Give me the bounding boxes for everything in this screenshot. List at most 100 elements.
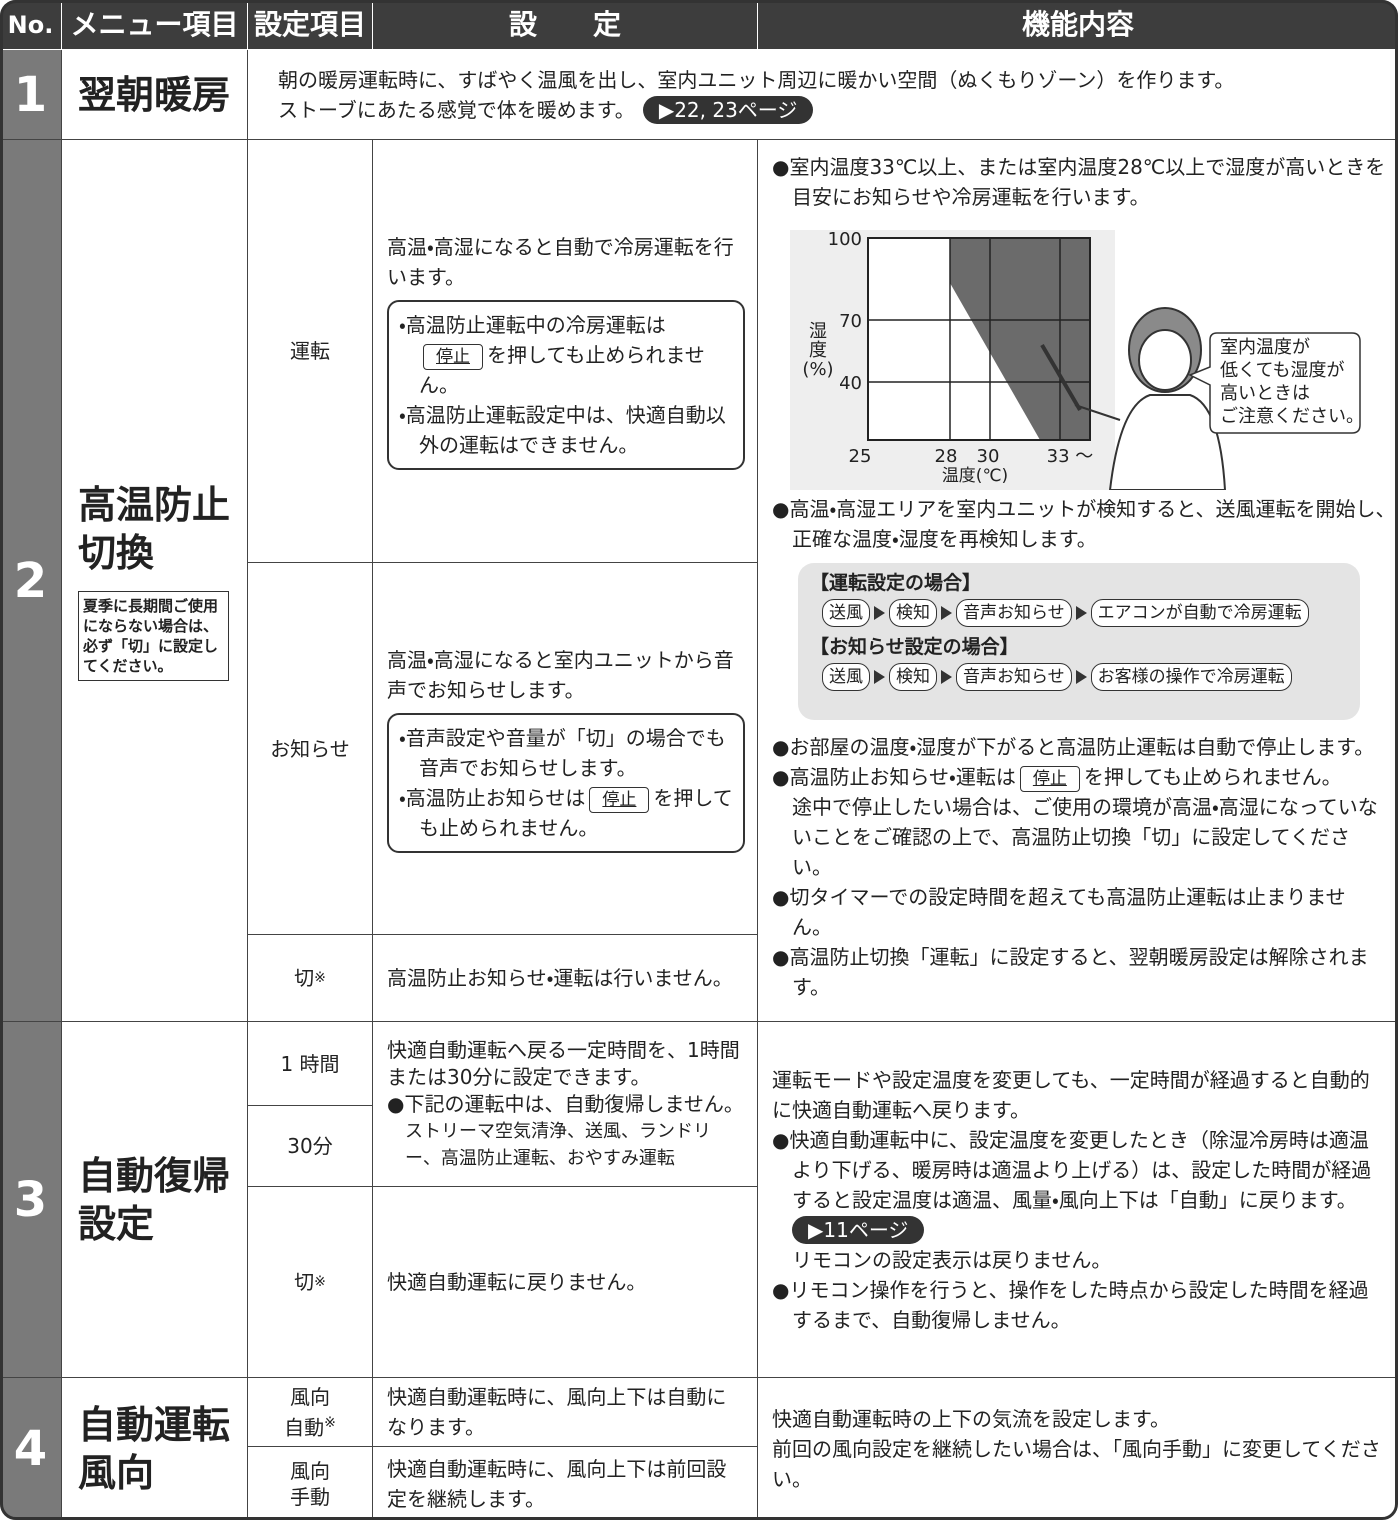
text: を押しても止められません。 bbox=[419, 785, 733, 840]
menu-item: 高温防止 切換 夏季に長期間ご使用にならない場合は、必ず「切」に設定してください… bbox=[62, 140, 248, 1022]
y-tick-label: 100 bbox=[828, 229, 862, 250]
row-number: 3 bbox=[0, 1022, 62, 1378]
function-cell: ●室内温度33℃以上、または室内温度28℃以上で湿度が高いときを目安にお知らせや… bbox=[758, 140, 1398, 1022]
grid bbox=[868, 238, 1090, 440]
caution: ・高温防止運転設定中は、快適自動以外の運転はできません。 bbox=[399, 403, 726, 457]
menu-line: 自動運転 bbox=[78, 1403, 231, 1447]
menu-item: 自動復帰 設定 bbox=[62, 1022, 248, 1378]
flow-box: 【運転設定の場合】 送風 検知 音声お知らせ エアコンが自動で冷房運転 【お知ら… bbox=[798, 563, 1360, 720]
header-cell: 機能内容 bbox=[758, 0, 1398, 50]
text: 切 bbox=[294, 966, 315, 990]
presenter bbox=[1074, 307, 1227, 490]
note: ●高温防止お知らせ・運転は 停止 を押しても止められません。 bbox=[772, 762, 1384, 792]
x-tick-label: 28 bbox=[935, 446, 958, 467]
menu-line: 風向 bbox=[78, 1451, 155, 1495]
bubble-text: 高いときは bbox=[1220, 383, 1310, 404]
flow-step: 音声お知らせ bbox=[956, 663, 1072, 691]
flow-step: 検知 bbox=[889, 599, 937, 627]
header-cell: 設 定 bbox=[373, 0, 758, 50]
setting-item: 運転 bbox=[248, 140, 373, 563]
flow-steps: 送風 検知 音声お知らせ お客様の操作で冷房運転 bbox=[822, 663, 1348, 691]
text: 手動 bbox=[290, 1484, 330, 1509]
text: ●高温防止お知らせ・運転は bbox=[772, 765, 1016, 789]
y-label: 度 bbox=[809, 340, 827, 361]
caution-box: ・高温防止運転中の冷房運転は停止 を押しても止められません。 ・高温防止運転設定中… bbox=[387, 300, 745, 470]
x-tick-label: 30 bbox=[977, 446, 1000, 467]
menu-line: 翌朝暖房 bbox=[78, 72, 231, 117]
setting-item: 風向 手動 bbox=[248, 1447, 373, 1520]
note-more: 途中で停止したい場合は、ご使用の環境が高温・高湿になっていないことをご確認の上で… bbox=[792, 795, 1378, 879]
setting-cell: 高温・高湿になると室内ユニットから音声でお知らせします。 ・音声設定や音量が「切… bbox=[373, 563, 758, 935]
flow-step: お客様の操作で冷房運転 bbox=[1090, 663, 1292, 691]
humidity-diagram: 100 70 40 湿 度 (%) 25 28 30 33 ～ 温度(℃) 室内… bbox=[790, 229, 1364, 490]
menu-item: 自動運転 風向 bbox=[62, 1378, 248, 1520]
y-label: (%) bbox=[802, 359, 833, 380]
button-label: 停止 bbox=[1019, 766, 1080, 792]
bubble-text: ご注意ください。 bbox=[1220, 406, 1364, 427]
text: 前回の風向設定を継続したい場合は、「風向手動」に変更してください。 bbox=[772, 1437, 1381, 1491]
text: 風向 bbox=[290, 1384, 330, 1409]
header-cell: 設定項目 bbox=[248, 0, 373, 50]
button-label: 停止 bbox=[423, 344, 483, 370]
menu-line: 切換 bbox=[78, 530, 155, 575]
x-tick-label: 25 bbox=[849, 446, 872, 467]
high-temp-area bbox=[950, 238, 1090, 440]
text: 高温防止お知らせ・運転は行いません。 bbox=[387, 966, 733, 990]
x-label: 温度(℃) bbox=[942, 466, 1008, 486]
text: 切 bbox=[294, 1270, 315, 1294]
text: を押しても止められません。 bbox=[1083, 765, 1342, 789]
flow-title: 【運転設定の場合】 bbox=[810, 572, 982, 594]
setting-item: 30分 bbox=[248, 1106, 373, 1187]
setting-cell: 快適自動運転に戻りません。 bbox=[373, 1187, 758, 1378]
function-cell: 運転モードや設定温度を変更しても、一定時間が経過すると自動的に快適自動運転へ戻り… bbox=[758, 1022, 1398, 1378]
setting-cell: 快適自動運転時に、風向上下は前回設定を継続します。 bbox=[373, 1447, 758, 1520]
mark: ※ bbox=[324, 1414, 336, 1431]
menu-line: 自動復帰 bbox=[78, 1153, 231, 1198]
setting-item: 1 時間 bbox=[248, 1022, 373, 1106]
text-line: 自動※ bbox=[284, 1410, 336, 1441]
text: ●リモコン操作を行うと、操作をした時点から設定した時間を経過するまで、自動復帰し… bbox=[772, 1277, 1369, 1332]
caution: ・高温防止お知らせは 停止 を押しても止められません。 bbox=[399, 783, 733, 843]
text: 快適自動運転時に、風向上下は前回設定を継続します。 bbox=[387, 1456, 727, 1511]
page-ref[interactable]: ▶11ページ bbox=[792, 1215, 925, 1244]
function-cell: 快適自動運転時の上下の気流を設定します。 前回の風向設定を継続したい場合は、「風… bbox=[758, 1378, 1398, 1520]
row-number: 4 bbox=[0, 1378, 62, 1520]
text: ストリーマ空気清浄、送風、ランドリー、高温防止運転、おやすみ運転 bbox=[405, 1120, 711, 1169]
page-ref[interactable]: ▶22, 23ページ bbox=[642, 95, 814, 124]
setting-cell: 高温防止お知らせ・運転は行いません。 bbox=[373, 935, 758, 1022]
text: ・高温防止運転中の冷房運転は bbox=[399, 313, 666, 337]
text: 朝の暖房運転時に、すばやく温風を出し、室内ユニット周辺に暖かい空間（ぬくもりゾー… bbox=[278, 67, 1235, 92]
note: ●お部屋の温度・湿度が下がると高温防止運転は自動で停止します。 bbox=[772, 735, 1375, 759]
flow-step: エアコンが自動で冷房運転 bbox=[1090, 599, 1309, 627]
mark: ※ bbox=[314, 1274, 326, 1290]
setting-cell: 快適自動運転時に、風向上下は自動になります。 bbox=[373, 1378, 758, 1447]
setting-cell: 快適自動運転へ戻る一定時間を、1時間または30分に設定できます。 ●下記の運転中… bbox=[373, 1022, 758, 1187]
text: 快適自動運転時に、風向上下は自動になります。 bbox=[387, 1385, 727, 1439]
text: ストーブにあたる感覚で体を暖めます。 bbox=[278, 97, 635, 122]
bubble-text: 室内温度が bbox=[1220, 337, 1310, 358]
y-tick-label: 40 bbox=[839, 373, 862, 394]
text: ・高温防止お知らせは bbox=[399, 785, 586, 810]
x-tick-label: 33 ～ bbox=[1047, 446, 1094, 467]
button-label: 停止 bbox=[589, 786, 650, 813]
text: ●下記の運転中は、自動復帰しません。 bbox=[387, 1091, 744, 1116]
text-line: ストーブにあたる感覚で体を暖めます。 ▶22, 23ページ bbox=[278, 95, 1384, 125]
speech-bubble bbox=[1188, 332, 1361, 434]
text: リモコンの設定表示は戻りません。 bbox=[792, 1247, 1112, 1272]
setting-cell: 高温・高湿になると自動で冷房運転を行います。 ・高温防止運転中の冷房運転は停止を… bbox=[373, 140, 758, 563]
text: 運転モードや設定温度を変更しても、一定時間が経過すると自動的に快適自動運転へ戻り… bbox=[772, 1067, 1370, 1122]
text: ●室内温度33℃以上、または室内温度28℃以上で湿度が高いときを目安にお知らせや… bbox=[772, 155, 1386, 209]
setting-item: 風向 自動※ bbox=[248, 1378, 373, 1447]
caution: ・高温防止運転中の冷房運転は停止 を押しても止められません。 bbox=[399, 310, 733, 400]
header-cell: メニュー項目 bbox=[62, 0, 248, 50]
setting-item: お知らせ bbox=[248, 563, 373, 935]
ref-line: ▶11ページ bbox=[772, 1215, 1384, 1245]
pointer bbox=[1040, 343, 1082, 412]
caution: ・音声設定や音量が「切」の場合でも音声でお知らせします。 bbox=[399, 725, 726, 780]
text: 風向 bbox=[290, 1458, 330, 1483]
flow-steps: 送風 検知 音声お知らせ エアコンが自動で冷房運転 bbox=[822, 599, 1348, 627]
note: ●切タイマーでの設定時間を超えても高温防止運転は止まりません。 bbox=[772, 885, 1346, 939]
text: 高温・高湿になると室内ユニットから音声でお知らせします。 bbox=[387, 647, 734, 702]
